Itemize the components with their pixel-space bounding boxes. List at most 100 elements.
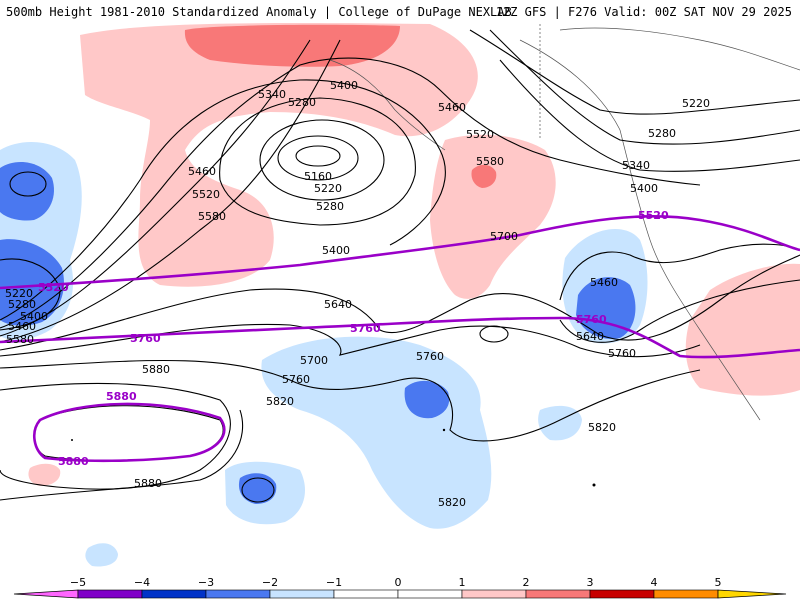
contour-label: 5460: [188, 165, 216, 178]
contour-label: 5460: [438, 101, 466, 114]
anomaly-region-bering: [184, 24, 400, 67]
island-marker: [592, 483, 596, 487]
anomaly-region-hawaii: [28, 463, 61, 486]
colorbar-tick: −4: [133, 576, 151, 589]
contour-label: 5700: [490, 230, 518, 243]
colorbar-tick: 1: [458, 576, 466, 589]
colorbar-tick: 5: [714, 576, 722, 589]
colorbar-tick: 3: [586, 576, 594, 589]
colorbar-tick: −5: [69, 576, 87, 589]
purple-contour-5520: [0, 215, 800, 290]
coastline-canada-islands: [559, 27, 800, 71]
contour-label: 5280: [288, 96, 316, 109]
contour-trough-ring: [559, 243, 800, 301]
highlight-label: 5760: [130, 332, 161, 345]
contour-kamchatka-low: [0, 258, 61, 331]
contour-5280: [259, 119, 385, 201]
highlight-labels: 5520 5520 5760 5760 5760 5880 5880: [38, 209, 669, 468]
contour-5520: [0, 39, 311, 337]
colorbar-tick: −1: [325, 576, 343, 589]
contour-5220: [277, 135, 359, 181]
contour-label: 5820: [588, 421, 616, 434]
contour-label: 5580: [198, 210, 226, 223]
contour-kamchatka-small: [9, 171, 47, 197]
highlight-label: 5520: [38, 281, 69, 294]
colorbar-bin-pos1: [397, 589, 463, 599]
colorbar-bin-neg2: [269, 589, 335, 599]
anomaly-region-central-core: [404, 380, 450, 419]
anomaly-region-trough-core: [576, 277, 636, 339]
purple-contour-5760: [0, 316, 800, 359]
highlight-label: 5760: [350, 322, 381, 335]
colorbar-tick: −3: [197, 576, 215, 589]
colorbar-bin-pos4: [589, 589, 655, 599]
contour-label: 5400: [20, 310, 48, 323]
contour-label: 5400: [630, 182, 658, 195]
coastlines: [329, 24, 800, 421]
contour-label: 5520: [192, 188, 220, 201]
contour-label: 5220: [682, 97, 710, 110]
colorbar-bin-neg4: [141, 589, 207, 599]
contour-5820: [0, 382, 231, 490]
contour-label: 5340: [622, 159, 650, 172]
contour-label: 5580: [6, 333, 34, 346]
contour-north-east-2: [489, 29, 800, 145]
contour-label: 5760: [282, 373, 310, 386]
contour-5160: [295, 145, 341, 167]
colorbar-bin-neg1: [333, 589, 399, 599]
highlight-contours: [0, 215, 800, 463]
contour-label: 5400: [322, 244, 350, 257]
colorbar-graphic: [13, 589, 787, 599]
height-contours: [0, 29, 800, 503]
contour-label: 5460: [590, 276, 618, 289]
contour-label: 5760: [608, 347, 636, 360]
contour-label: 5280: [8, 298, 36, 311]
contour-north-east-1: [469, 29, 800, 115]
contour-label: 5820: [266, 395, 294, 408]
contour-label: 5640: [576, 330, 604, 343]
contour-5460: [0, 57, 701, 329]
colorbar-bin-neg3: [205, 589, 271, 599]
map-title: 500mb Height 1981-2010 Standardized Anom…: [6, 5, 512, 19]
anomaly-region-gulf-of-alaska: [430, 134, 556, 299]
valid-time: 12Z GFS | F276 Valid: 00Z SAT NOV 29 202…: [495, 5, 792, 19]
positive-anomaly-shading: [28, 23, 800, 486]
contour-label: 5220: [314, 182, 342, 195]
contour-central-small: [479, 325, 509, 343]
contour-label: 5280: [648, 127, 676, 140]
contour-south-small: [241, 477, 275, 503]
contour-label: 5640: [324, 298, 352, 311]
contour-label: 5160: [304, 170, 332, 183]
colorbar-bin-pos2: [461, 589, 527, 599]
contour-5580: [0, 39, 341, 343]
colorbar-tick: 4: [650, 576, 658, 589]
island-marker: [71, 439, 73, 441]
contour-trough-ring-2: [559, 279, 800, 343]
colorbar-arrow-left: [13, 589, 79, 599]
contour-label: 5280: [316, 200, 344, 213]
contour-label: 5880: [134, 477, 162, 490]
highlight-label: 5760: [576, 313, 607, 326]
islands: [71, 428, 596, 487]
colorbar-arrow-right: [717, 589, 787, 599]
contour-label: 5460: [8, 320, 36, 333]
coastline-alaska: [329, 59, 446, 151]
contour-label: 5760: [416, 350, 444, 363]
contour-label: 5580: [476, 155, 504, 168]
anomaly-region-alaska: [80, 23, 478, 287]
contour-5760: [0, 359, 701, 442]
contour-5700: [0, 323, 701, 358]
contour-5640: [0, 254, 800, 351]
contour-label: 5520: [466, 128, 494, 141]
contour-label: 5700: [300, 354, 328, 367]
anomaly-region-sw-corner: [85, 543, 118, 567]
contour-label: 5220: [5, 287, 33, 300]
highlight-label: 5520: [638, 209, 669, 222]
colorbar-tick: −2: [261, 576, 279, 589]
colorbar-bin-pos5: [653, 589, 719, 599]
purple-contour-5880: [32, 402, 226, 463]
contour-label: 5400: [330, 79, 358, 92]
contour-north-east-3: [499, 59, 800, 172]
colorbar-tick: 0: [394, 576, 402, 589]
island-marker: [442, 428, 446, 432]
